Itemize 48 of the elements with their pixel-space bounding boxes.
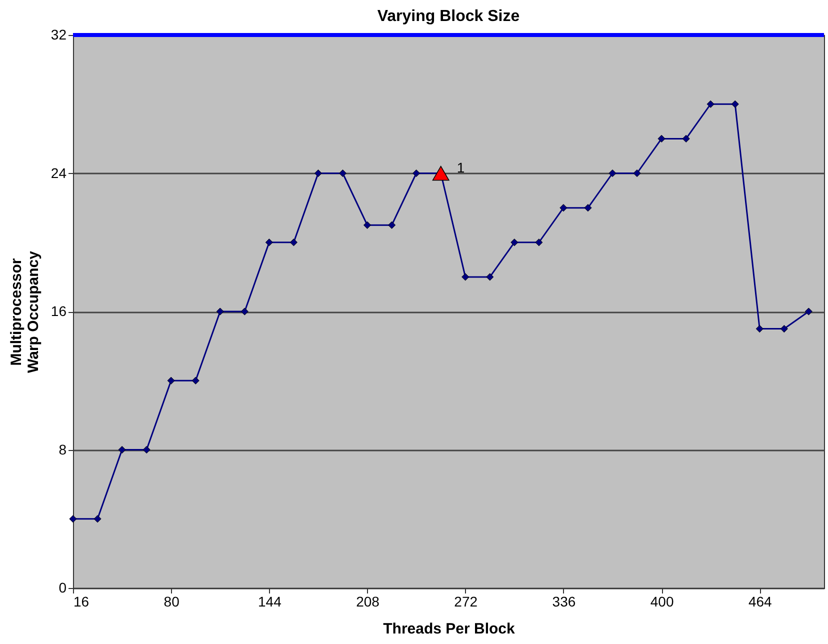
point — [167, 376, 175, 384]
x-tick-label: 16 — [74, 594, 90, 610]
point — [658, 134, 666, 142]
point — [94, 515, 102, 523]
point — [462, 273, 470, 281]
x-tick-label: 400 — [650, 594, 674, 610]
y-tick-label: 0 — [58, 580, 67, 596]
annotation: 1 — [456, 159, 465, 176]
x-axis-title: Threads Per Block — [383, 620, 516, 638]
point — [560, 204, 568, 212]
x-tick-label: 336 — [552, 594, 576, 610]
x-tick-label: 208 — [356, 594, 380, 610]
point — [633, 169, 641, 178]
point — [338, 169, 347, 178]
point — [584, 204, 592, 212]
y-tick-label: 8 — [58, 441, 67, 458]
point — [804, 308, 812, 316]
y-tick-label: 16 — [50, 303, 67, 319]
point — [314, 169, 322, 178]
point — [265, 238, 273, 246]
chart-title: Varying Block Size — [377, 8, 520, 25]
point — [780, 324, 788, 333]
y-axis-title: Multiprocessor Warp Occupancy — [8, 250, 42, 373]
point — [756, 324, 764, 333]
point — [535, 238, 543, 246]
point — [240, 308, 248, 316]
point — [486, 273, 494, 281]
point — [118, 446, 126, 454]
point — [69, 515, 77, 523]
point — [216, 308, 224, 316]
point — [412, 169, 420, 178]
point — [432, 166, 450, 181]
x-tick-label: 80 — [164, 594, 180, 610]
point — [363, 221, 372, 229]
point — [706, 100, 714, 108]
point — [731, 100, 739, 108]
x-tick-label: 464 — [748, 594, 772, 610]
y-tick-label: 24 — [50, 164, 67, 181]
y-tick-label: 32 — [50, 26, 67, 42]
x-tick-label: 144 — [258, 594, 282, 610]
point — [682, 134, 690, 142]
point — [510, 238, 518, 246]
point — [290, 238, 298, 246]
point — [608, 169, 616, 178]
point — [142, 446, 150, 454]
point — [388, 221, 396, 229]
point — [192, 376, 200, 384]
x-tick-label: 272 — [454, 594, 478, 610]
